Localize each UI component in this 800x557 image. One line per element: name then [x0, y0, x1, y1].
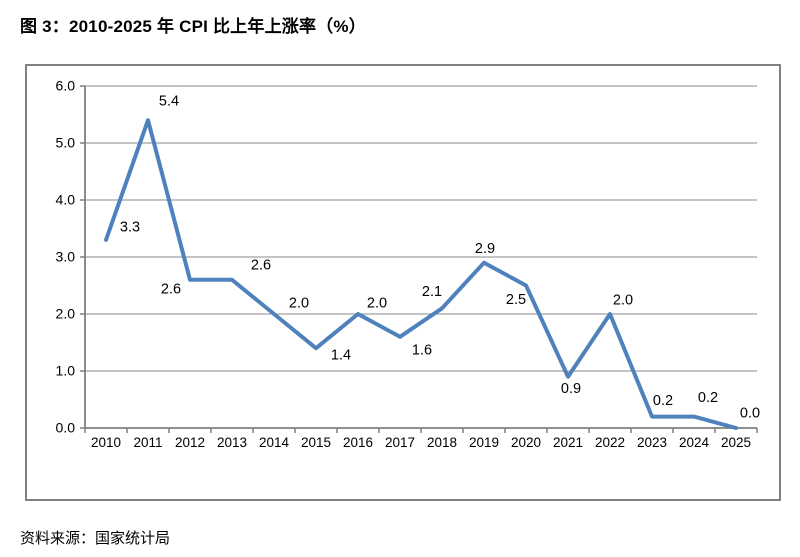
x-axis-label: 2020	[511, 435, 541, 450]
x-axis-label: 2010	[91, 435, 121, 450]
x-axis-label: 2013	[217, 435, 247, 450]
data-point-label: 2.1	[422, 284, 442, 300]
chart-title: 图 3：2010-2025 年 CPI 比上年上涨率（%）	[20, 17, 366, 36]
data-point-label: 0.2	[698, 390, 718, 406]
data-point-label: 2.0	[289, 296, 309, 312]
x-axis-label: 2016	[343, 435, 373, 450]
y-axis-label: 3.0	[56, 249, 76, 265]
x-axis-label: 2019	[469, 435, 499, 450]
x-axis-label: 2021	[553, 435, 583, 450]
data-point-label: 1.6	[412, 342, 432, 358]
data-point-label: 2.0	[613, 293, 633, 309]
data-point-label: 5.4	[159, 94, 179, 110]
x-axis-label: 2015	[301, 435, 331, 450]
data-point-label: 2.9	[475, 241, 495, 257]
x-axis-label: 2022	[595, 435, 625, 450]
x-axis-label: 2024	[679, 435, 710, 450]
x-axis-label: 2014	[259, 435, 290, 450]
data-point-label: 2.0	[367, 296, 387, 312]
y-axis-label: 6.0	[56, 78, 76, 94]
y-axis-label: 4.0	[56, 192, 76, 208]
data-point-label: 2.5	[506, 292, 526, 308]
x-axis-label: 2023	[637, 435, 667, 450]
source-note: 资料来源：国家统计局	[20, 530, 171, 547]
y-axis-label: 2.0	[56, 306, 76, 322]
x-axis-label: 2011	[133, 435, 162, 450]
data-series-line	[104, 118, 738, 430]
x-axis-label: 2025	[721, 435, 751, 450]
cpi-line-chart: 6.0 5.0 4.0 3.0 2.0 1.0 0.0 2010 2011 2012 2013 201…	[56, 78, 761, 451]
y-axis-label: 1.0	[56, 363, 76, 379]
x-axis-label: 2018	[427, 435, 457, 450]
data-point-label: 0.2	[653, 393, 673, 409]
data-point-label: 0.0	[740, 406, 760, 422]
chart-plot-container: 6.0 5.0 4.0 3.0 2.0 1.0 0.0 2010 2011 2012 2013 201…	[25, 64, 781, 501]
y-axis-label: 5.0	[56, 135, 76, 151]
data-point-label: 2.6	[161, 281, 181, 297]
data-point-label: 3.3	[120, 219, 140, 235]
data-point-label: 0.9	[561, 381, 581, 397]
x-axis-label: 2017	[385, 435, 415, 450]
x-axis-label: 2012	[175, 435, 205, 450]
y-axis-label: 0.0	[56, 420, 76, 436]
data-point-label: 1.4	[331, 348, 351, 364]
data-point-label: 2.6	[251, 257, 271, 273]
